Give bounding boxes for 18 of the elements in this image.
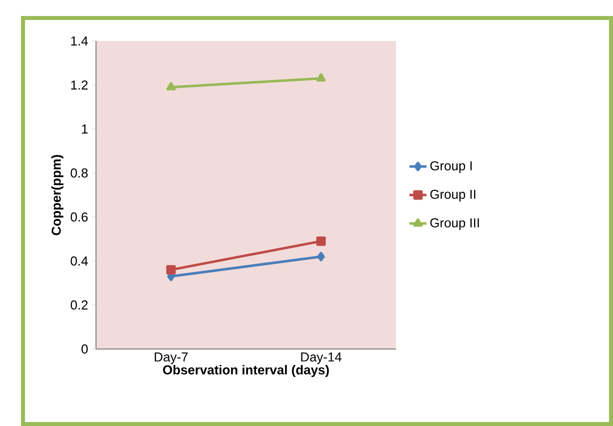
y-tick-label: 1 bbox=[82, 124, 88, 134]
y-tick-label: 0.2 bbox=[70, 300, 88, 310]
y-tick-label: 0.4 bbox=[70, 256, 88, 266]
point bbox=[166, 265, 176, 275]
point bbox=[316, 236, 326, 246]
y-axis-title: Copper(ppm) bbox=[51, 154, 64, 236]
y-tick-label: 0.6 bbox=[70, 212, 88, 222]
legend-label: Group III bbox=[430, 218, 479, 230]
y-tick-label: 0.8 bbox=[70, 168, 88, 178]
point bbox=[317, 252, 325, 262]
x-axis-title: Observation interval (days) bbox=[163, 364, 329, 378]
y-tick-label: 0 bbox=[82, 344, 88, 354]
y-tick-label: 1.2 bbox=[71, 80, 88, 90]
legend-label: Group I bbox=[430, 161, 472, 173]
y-tick-label: 1.4 bbox=[71, 36, 88, 46]
x-tick-label: Day-7 bbox=[154, 352, 188, 364]
x-tick-label: Day-14 bbox=[301, 352, 342, 364]
legend-label: Group II bbox=[430, 190, 476, 202]
